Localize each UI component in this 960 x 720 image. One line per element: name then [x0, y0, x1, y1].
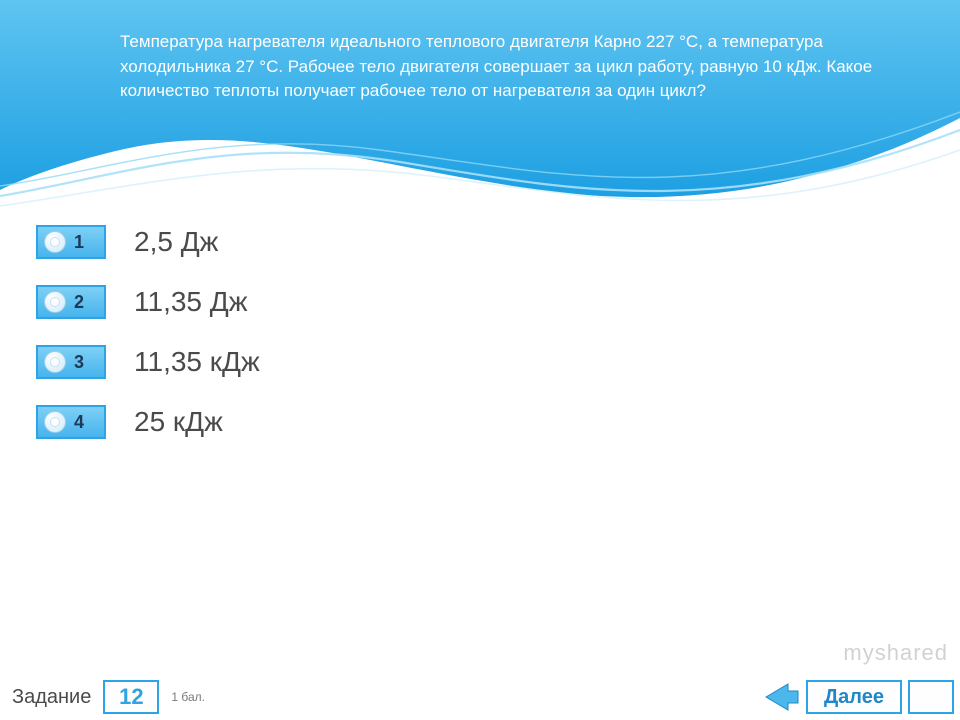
footer-spacer-box	[908, 680, 954, 714]
footer-left: Задание 12 1 бал.	[12, 680, 762, 714]
question-text: Температура нагревателя идеального тепло…	[120, 30, 900, 104]
option-row-1: 1 2,5 Дж	[36, 225, 260, 259]
task-number-box: 12	[103, 680, 159, 714]
prev-arrow-icon[interactable]	[762, 680, 800, 714]
radio-icon	[44, 351, 66, 373]
option-row-3: 3 11,35 кДж	[36, 345, 260, 379]
radio-icon	[44, 291, 66, 313]
footer-bar: Задание 12 1 бал. Далее	[0, 674, 960, 720]
option-radio-2[interactable]: 2	[36, 285, 106, 319]
option-radio-1[interactable]: 1	[36, 225, 106, 259]
options-list: 1 2,5 Дж 2 11,35 Дж 3 11,35 кДж 4 25 кДж	[36, 225, 260, 439]
radio-icon	[44, 411, 66, 433]
next-button[interactable]: Далее	[806, 680, 902, 714]
option-label-2: 11,35 Дж	[134, 288, 247, 316]
option-number: 3	[74, 352, 84, 373]
option-radio-4[interactable]: 4	[36, 405, 106, 439]
option-number: 4	[74, 412, 84, 433]
radio-icon	[44, 231, 66, 253]
option-label-1: 2,5 Дж	[134, 228, 218, 256]
task-label: Задание	[12, 686, 91, 709]
option-label-4: 25 кДж	[134, 408, 223, 436]
quiz-slide: Температура нагревателя идеального тепло…	[0, 0, 960, 720]
watermark-text: myshared	[843, 640, 948, 666]
option-row-4: 4 25 кДж	[36, 405, 260, 439]
next-button-label: Далее	[824, 686, 884, 709]
option-radio-3[interactable]: 3	[36, 345, 106, 379]
footer-right: Далее	[762, 680, 954, 714]
option-number: 2	[74, 292, 84, 313]
option-number: 1	[74, 232, 84, 253]
score-label: 1 бал.	[171, 690, 205, 704]
option-label-3: 11,35 кДж	[134, 348, 260, 376]
option-row-2: 2 11,35 Дж	[36, 285, 260, 319]
